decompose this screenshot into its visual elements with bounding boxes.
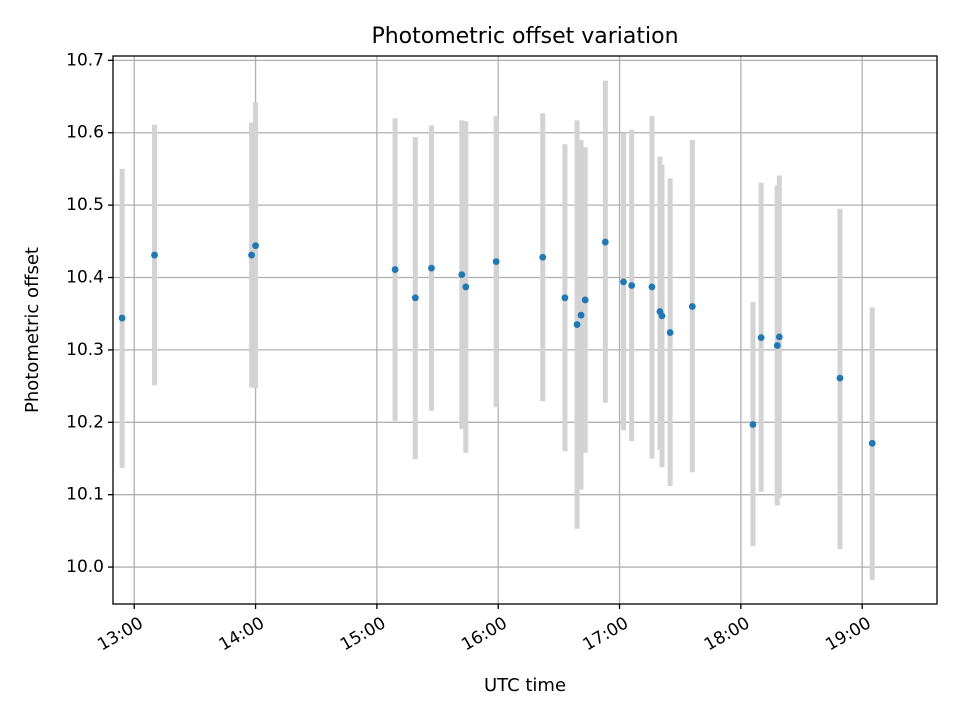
data-point: [458, 271, 466, 279]
data-point: [757, 334, 765, 342]
x-tick-label: 19:00: [822, 613, 874, 655]
x-tick-label: 13:00: [94, 613, 146, 655]
data-point: [391, 266, 399, 273]
data-point: [628, 282, 636, 289]
data-point: [118, 314, 126, 322]
plot-frame: [112, 55, 938, 605]
data-point: [539, 253, 547, 261]
grid-lines: [113, 56, 937, 604]
y-tick-label: 10.4: [66, 268, 104, 288]
error-bars: [119, 80, 875, 581]
x-axis-ticks: 13:00 14:00 15:00 16:00 17:00 18:00 19:00: [94, 604, 875, 655]
y-tick-label: 10.2: [66, 412, 104, 432]
y-tick-label: 10.3: [66, 340, 104, 360]
data-point: [648, 283, 656, 291]
x-tick-label: 16:00: [458, 613, 510, 655]
x-tick-label: 18:00: [701, 613, 753, 655]
data-point: [411, 294, 419, 302]
data-point: [577, 311, 585, 319]
data-point: [248, 251, 255, 259]
data-point: [573, 321, 581, 328]
data-point: [620, 278, 627, 286]
x-tick-label: 14:00: [216, 613, 268, 655]
x-tick-label: 15:00: [337, 613, 389, 655]
data-point: [836, 374, 844, 382]
y-axis-ticks: 10.0 10.1 10.2 10.3 10.4 10.5 10.6 10.7: [66, 50, 113, 577]
y-tick-label: 10.7: [66, 50, 104, 70]
y-tick-label: 10.5: [66, 195, 104, 215]
data-point: [561, 294, 569, 302]
data-point: [658, 312, 666, 320]
data-point: [428, 264, 435, 272]
data-point: [749, 421, 757, 428]
data-point: [581, 296, 589, 304]
data-point: [868, 439, 876, 447]
data-point: [492, 258, 500, 265]
data-point: [666, 329, 674, 336]
y-tick-label: 10.0: [66, 557, 104, 577]
data-points: [118, 238, 876, 447]
data-point: [252, 242, 259, 250]
data-point: [601, 238, 609, 246]
data-point: [773, 342, 781, 349]
x-axis-label: UTC time: [484, 675, 566, 696]
x-tick-label: 17:00: [580, 613, 632, 655]
data-point: [462, 283, 470, 291]
y-tick-label: 10.6: [66, 123, 104, 143]
chart-title: Photometric offset variation: [371, 24, 678, 49]
y-axis-label: Photometric offset: [22, 247, 43, 413]
y-tick-label: 10.1: [66, 485, 104, 505]
data-point: [151, 251, 158, 259]
data-point: [688, 303, 696, 310]
data-point: [775, 333, 783, 341]
